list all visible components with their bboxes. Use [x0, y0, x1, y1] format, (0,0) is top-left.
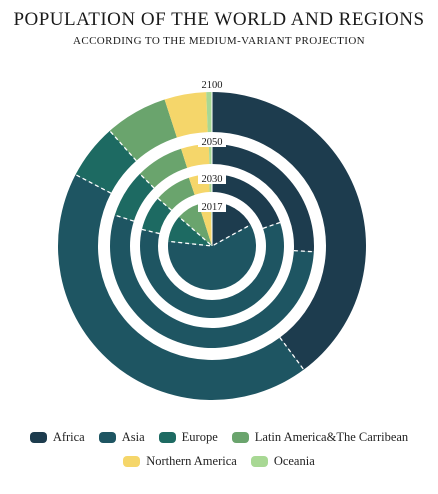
year-label-bg — [198, 78, 226, 90]
slice-2050-oceania — [208, 144, 212, 165]
year-label-bg — [198, 135, 226, 147]
legend-label: Africa — [52, 430, 85, 444]
legend-label: Latin America&The Carribean — [254, 430, 409, 444]
legend-row-1: Africa Asia Europe Latin America&The Carrib… — [0, 430, 438, 445]
slice-divider — [262, 221, 281, 229]
slice-divider — [213, 224, 251, 246]
legend-item-asia: Asia — [98, 430, 145, 445]
slice-2017-asia — [167, 224, 257, 291]
slice-2030-asia — [140, 222, 285, 318]
slice-2030-latin-america-the-carribean — [157, 177, 195, 211]
slice-2100-asia — [58, 174, 304, 400]
legend-item-europe: Europe — [158, 430, 218, 445]
slice-2050-africa — [212, 144, 314, 252]
slice-2030-europe — [141, 198, 172, 234]
slice-divider — [293, 249, 314, 253]
slice-divider — [178, 216, 211, 246]
legend-item-oceania: Oceania — [250, 454, 315, 469]
slice-2100-africa — [212, 92, 367, 370]
slice-2050-asia — [110, 215, 314, 348]
slice-divider — [139, 173, 155, 189]
ring-chart: 2017 2030 2050 2100 — [58, 78, 367, 400]
chart-title: POPULATION OF THE WORLD AND REGIONS — [13, 9, 425, 30]
year-label-bg — [198, 172, 226, 184]
slice-2100-oceania — [206, 92, 212, 133]
slice-divider — [141, 228, 160, 235]
legend-swatch — [29, 432, 47, 443]
legend-item-latin-america-the-carribean: Latin America&The Carribean — [231, 430, 409, 445]
legend-swatch — [250, 456, 268, 467]
year-label-2017: 2017 — [202, 202, 223, 213]
slice-2050-northern-america — [181, 144, 210, 168]
legend-swatch — [98, 432, 116, 443]
year-label-2050: 2050 — [202, 137, 223, 148]
legend-swatch — [158, 432, 176, 443]
legend-label: Oceania — [273, 454, 315, 468]
legend-swatch — [123, 456, 141, 467]
legend-swatch — [231, 432, 249, 443]
legend-label: Northern America — [146, 454, 237, 468]
legend-label: Europe — [181, 430, 218, 444]
slice-2100-northern-america — [164, 92, 208, 138]
legend-item-africa: Africa — [29, 430, 85, 445]
legend-label: Asia — [121, 430, 145, 444]
slice-divider — [114, 214, 135, 222]
year-label-2030: 2030 — [202, 174, 223, 185]
slice-2017-europe — [168, 216, 212, 246]
year-label-2100: 2100 — [202, 80, 223, 91]
legend-row-2: Northern America Oceania — [0, 454, 438, 469]
slice-2100-latin-america-the-carribean — [109, 99, 177, 161]
slice-2050-europe — [114, 173, 155, 222]
slice-2017-africa — [212, 202, 251, 246]
slice-divider — [168, 240, 211, 247]
year-label-bg — [198, 200, 226, 212]
slice-2017-northern-america — [198, 202, 212, 246]
slice-2017-latin-america-the-carribean — [178, 204, 212, 246]
slice-2100-europe — [75, 130, 137, 194]
chart-subtitle: ACCORDING TO THE MEDIUM-VARIANT PROJECTI… — [72, 35, 366, 47]
slice-2030-africa — [212, 174, 281, 229]
slice-divider — [157, 197, 172, 211]
slice-2050-latin-america-the-carribean — [139, 148, 188, 189]
legend-item-northern-america: Northern America — [123, 454, 237, 469]
